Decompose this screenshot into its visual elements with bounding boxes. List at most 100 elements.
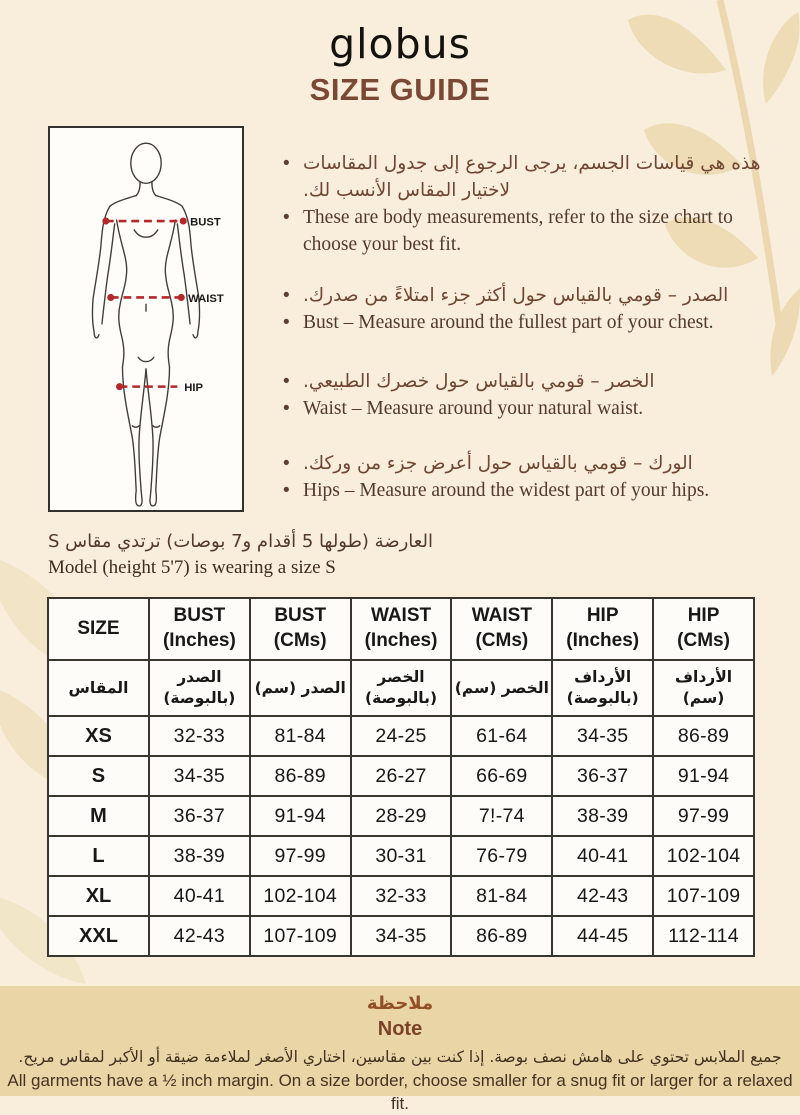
list-item: • الخصر – قومي بالقياس حول خصرك الطبيعي. (283, 368, 767, 395)
instruction-english: Waist – Measure around your natural wais… (303, 398, 644, 419)
bullet-icon: • (283, 153, 290, 174)
table-row: L 38-39 97-99 30-31 76-79 40-41 102-104 (47, 835, 755, 877)
measurement-cell: 36-37 (147, 795, 251, 837)
bust-label: BUST (190, 216, 221, 228)
table-row: S 34-35 86-89 26-27 66-69 36-37 91-94 (47, 755, 755, 797)
column-header-arabic: الأرداف (سم) (652, 659, 755, 717)
table-row: M 36-37 91-94 28-29 7!-74 38-39 97-99 (47, 795, 755, 837)
measurement-cell: 107-109 (248, 915, 352, 957)
list-item: • الورك – قومي بالقياس حول أعرض جزء من و… (283, 450, 767, 477)
column-header-english: HIP (CMs) (652, 597, 755, 661)
measurement-cell: 32-33 (349, 875, 453, 917)
instruction-group-hip: • الورك – قومي بالقياس حول أعرض جزء من و… (283, 450, 767, 504)
size-table: SIZE BUST (Inches) BUST (CMs) WAIST (Inches… (47, 597, 755, 957)
bullet-icon: • (283, 480, 290, 501)
measurement-cell: 34-35 (147, 755, 251, 797)
measurement-cell: 66-69 (450, 755, 554, 797)
measurement-cell: 34-35 (551, 715, 655, 757)
instruction-english: Bust – Measure around the fullest part o… (303, 312, 714, 333)
instructions-list: • هذه هي قياسات الجسم، يرجى الرجوع إلى ج… (283, 150, 767, 528)
column-header-english: WAIST (Inches) (349, 597, 453, 661)
measurement-cell: 112-114 (652, 915, 755, 957)
table-header-row-english: SIZE BUST (Inches) BUST (CMs) WAIST (Inches… (47, 597, 755, 661)
measurement-cell: 7!-74 (450, 795, 554, 837)
measurement-cell: 38-39 (147, 835, 251, 877)
bullet-icon: • (283, 312, 290, 333)
column-header-arabic: الخصر (سم) (450, 659, 554, 717)
header: globus SIZE GUIDE (0, 20, 800, 108)
table-header-row-arabic: المقاس الصدر (بالبوصة) الصدر (سم) الخصر (با… (47, 659, 755, 717)
list-item: • Bust – Measure around the fullest part… (283, 309, 767, 336)
measurement-cell: 36-37 (551, 755, 655, 797)
measurement-cell: 91-94 (652, 755, 755, 797)
measurement-cell: 61-64 (450, 715, 554, 757)
measurement-cell: 86-89 (450, 915, 554, 957)
note-body-english: All garments have a ½ inch margin. On a … (7, 1071, 793, 1113)
instruction-arabic: هذه هي قياسات الجسم، يرجى الرجوع إلى جدو… (303, 153, 761, 201)
page-title: SIZE GUIDE (309, 72, 491, 107)
list-item: • Waist – Measure around your natural wa… (283, 395, 767, 422)
measurement-cell: 42-43 (551, 875, 655, 917)
measurement-cell: 86-89 (248, 755, 352, 797)
size-cell: XL (47, 875, 150, 917)
bullet-icon: • (283, 453, 290, 474)
hip-label: HIP (184, 382, 203, 394)
instruction-group-waist: • الخصر – قومي بالقياس حول خصرك الطبيعي.… (283, 368, 767, 422)
list-item: • الصدر – قومي بالقياس حول أكثر جزء امتل… (283, 282, 767, 309)
note-heading-english: Note (377, 1018, 423, 1040)
model-note-english: Model (height 5'7) is wearing a size S (48, 557, 336, 578)
model-note: العارضة (طولها 5 أقدام و7 بوصات) ترتدي م… (48, 529, 468, 581)
column-header-arabic: الأرداف (بالبوصة) (551, 659, 655, 717)
instruction-group-bust: • الصدر – قومي بالقياس حول أكثر جزء امتل… (283, 282, 767, 336)
measurement-cell: 102-104 (652, 835, 755, 877)
instruction-english: Hips – Measure around the widest part of… (303, 480, 710, 501)
table-row: XXL 42-43 107-109 34-35 86-89 44-45 112-114 (47, 915, 755, 957)
column-header-english: BUST (Inches) (147, 597, 251, 661)
instruction-group-overview: • هذه هي قياسات الجسم، يرجى الرجوع إلى ج… (283, 150, 767, 258)
measurement-cell: 40-41 (551, 835, 655, 877)
measurement-cell: 38-39 (551, 795, 655, 837)
list-item: • هذه هي قياسات الجسم، يرجى الرجوع إلى ج… (283, 150, 767, 204)
bullet-icon: • (283, 285, 290, 306)
column-header-english: WAIST (CMs) (450, 597, 554, 661)
column-header-english: BUST (CMs) (248, 597, 352, 661)
column-header-arabic: المقاس (47, 659, 150, 717)
size-cell: L (47, 835, 150, 877)
list-item: • These are body measurements, refer to … (283, 204, 767, 258)
table-row: XL 40-41 102-104 32-33 81-84 42-43 107-109 (47, 875, 755, 917)
measurement-cell: 34-35 (349, 915, 453, 957)
table-row: XS 32-33 81-84 24-25 61-64 34-35 86-89 (47, 715, 755, 757)
measurement-cell: 44-45 (551, 915, 655, 957)
measurement-cell: 24-25 (349, 715, 453, 757)
measurement-cell: 30-31 (349, 835, 453, 877)
measurement-cell: 32-33 (147, 715, 251, 757)
measurement-cell: 81-84 (248, 715, 352, 757)
measurement-cell: 81-84 (450, 875, 554, 917)
column-header-english: SIZE (47, 597, 150, 661)
bullet-icon: • (283, 207, 290, 228)
footer-note: ملاحظة Note جميع الملابس تحتوي على هامش … (0, 986, 800, 1113)
measurement-cell: 28-29 (349, 795, 453, 837)
instruction-arabic: الورك – قومي بالقياس حول أعرض جزء من ورك… (303, 453, 693, 474)
column-header-arabic: الصدر (بالبوصة) (147, 659, 251, 717)
body-measurement-diagram: BUST WAIST HIP (48, 126, 244, 512)
note-heading-arabic: ملاحظة (366, 993, 434, 1014)
bullet-icon: • (283, 371, 290, 392)
list-item: • Hips – Measure around the widest part … (283, 477, 767, 504)
size-cell: S (47, 755, 150, 797)
croquis-figure-illustration: BUST WAIST HIP (91, 142, 224, 507)
measurement-cell: 97-99 (248, 835, 352, 877)
model-note-arabic: العارضة (طولها 5 أقدام و7 بوصات) ترتدي م… (48, 531, 433, 552)
measurement-cell: 107-109 (652, 875, 755, 917)
measurement-cell: 86-89 (652, 715, 755, 757)
instruction-arabic: الخصر – قومي بالقياس حول خصرك الطبيعي. (303, 371, 655, 392)
instruction-arabic: الصدر – قومي بالقياس حول أكثر جزء امتلاء… (303, 285, 729, 306)
instruction-english: These are body measurements, refer to th… (303, 207, 733, 255)
measurement-cell: 97-99 (652, 795, 755, 837)
measurement-cell: 26-27 (349, 755, 453, 797)
column-header-arabic: الخصر (بالبوصة) (349, 659, 453, 717)
note-body-arabic: جميع الملابس تحتوي على هامش نصف بوصة. إذ… (18, 1048, 782, 1066)
column-header-english: HIP (Inches) (551, 597, 655, 661)
size-cell: XXL (47, 915, 150, 957)
